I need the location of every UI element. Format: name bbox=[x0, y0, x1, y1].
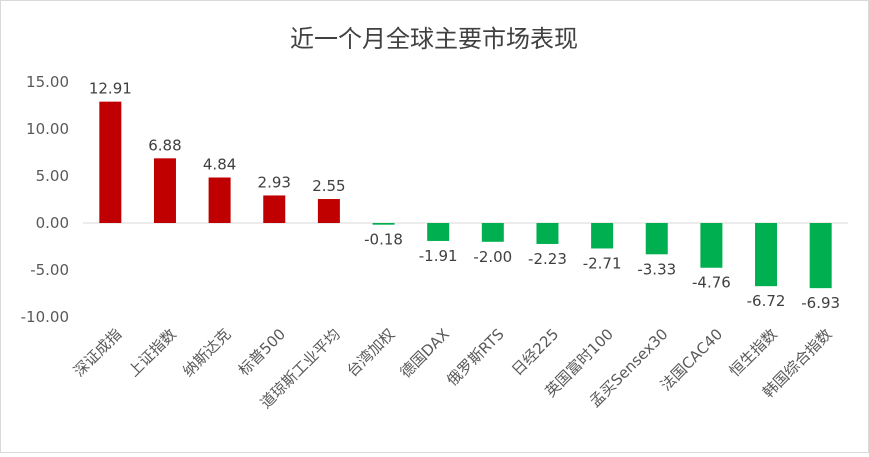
x-tick-label: 日经225 bbox=[508, 325, 562, 379]
y-tick-label: 0.00 bbox=[36, 214, 69, 232]
x-tick-label: 德国DAX bbox=[397, 325, 453, 381]
bar bbox=[536, 223, 559, 244]
data-label: -3.33 bbox=[637, 260, 676, 278]
bar bbox=[263, 195, 286, 223]
data-label: 2.93 bbox=[258, 173, 291, 191]
y-tick-label: -5.00 bbox=[30, 261, 69, 279]
data-label: 4.84 bbox=[203, 156, 236, 174]
data-label: -2.23 bbox=[528, 250, 567, 268]
x-tick-label: 标普500 bbox=[235, 325, 289, 379]
x-tick-label: 恒生指数 bbox=[726, 325, 781, 380]
data-label: 6.88 bbox=[148, 136, 181, 154]
data-label: -0.18 bbox=[364, 231, 403, 249]
data-label: -1.91 bbox=[419, 247, 458, 265]
bar bbox=[645, 223, 668, 255]
y-axis: 15.00 10.00 5.00 0.00 -5.00 -10.00 bbox=[21, 73, 69, 326]
data-label: 2.55 bbox=[312, 177, 345, 195]
bar bbox=[99, 101, 122, 223]
bar bbox=[208, 177, 231, 223]
x-tick-label: 台湾加权 bbox=[343, 325, 398, 380]
chart-title: 近一个月全球主要市场表现 bbox=[290, 25, 578, 53]
data-labels: 12.91 6.88 4.84 2.93 2.55 -0.18 -1.91 -2.00 -2.2… bbox=[89, 80, 840, 312]
y-tick-label: 5.00 bbox=[36, 167, 69, 185]
bar bbox=[153, 158, 176, 223]
y-tick-label: -10.00 bbox=[21, 308, 69, 326]
bar-series bbox=[99, 101, 832, 289]
bar bbox=[591, 223, 614, 249]
data-label: -4.76 bbox=[692, 274, 731, 292]
bar bbox=[755, 223, 778, 287]
bar bbox=[809, 223, 832, 289]
x-tick-label: 上证指数 bbox=[125, 325, 180, 380]
bar bbox=[317, 199, 340, 223]
y-tick-label: 15.00 bbox=[26, 73, 69, 91]
data-label: -6.72 bbox=[747, 292, 786, 310]
x-tick-label: 俄罗斯RTS bbox=[443, 325, 507, 389]
bar bbox=[481, 223, 504, 242]
bar bbox=[372, 223, 395, 225]
x-tick-label: 深证成指 bbox=[70, 325, 125, 380]
x-tick-label: 纳斯达克 bbox=[179, 325, 234, 380]
bar bbox=[427, 223, 450, 241]
bar bbox=[700, 223, 723, 268]
data-label: 12.91 bbox=[89, 80, 132, 98]
data-label: -6.93 bbox=[801, 294, 840, 312]
data-label: -2.00 bbox=[473, 248, 512, 266]
data-label: -2.71 bbox=[583, 254, 622, 272]
y-tick-label: 10.00 bbox=[26, 120, 69, 138]
